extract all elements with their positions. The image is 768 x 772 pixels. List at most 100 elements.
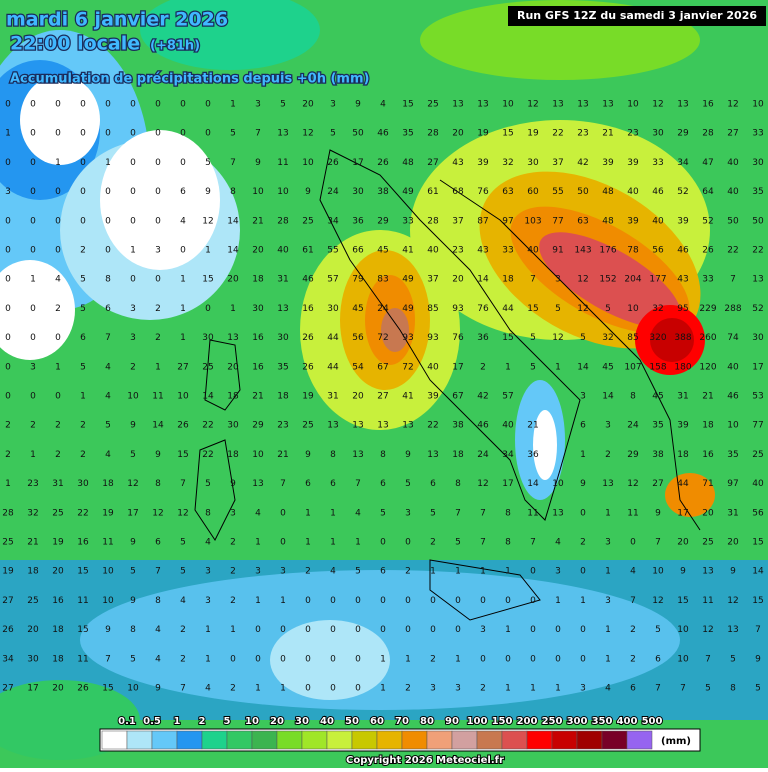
grid-value: 4 xyxy=(255,508,261,518)
grid-value: 13 xyxy=(477,100,488,110)
grid-value: 5 xyxy=(555,304,561,314)
grid-value: 9 xyxy=(655,508,661,518)
grid-value: 50 xyxy=(727,216,739,226)
grid-value: 33 xyxy=(752,129,763,139)
grid-value: 21 xyxy=(277,450,288,460)
grid-value: 2 xyxy=(55,421,61,431)
grid-value: 14 xyxy=(477,275,489,285)
legend-label: 80 xyxy=(420,716,434,727)
grid-value: 12 xyxy=(177,508,188,518)
grid-value: 176 xyxy=(599,246,616,256)
grid-value: 48 xyxy=(602,216,614,226)
grid-value: 18 xyxy=(52,625,64,635)
grid-value: 2 xyxy=(230,596,236,606)
grid-value: 39 xyxy=(627,216,639,226)
legend-swatch xyxy=(326,730,353,750)
legend-swatch xyxy=(401,730,428,750)
grid-value: 0 xyxy=(55,100,61,110)
grid-value: 56 xyxy=(352,333,364,343)
legend-label: 2 xyxy=(199,716,206,727)
grid-value: 23 xyxy=(627,129,638,139)
grid-value: 0 xyxy=(55,333,61,343)
grid-value: 7 xyxy=(530,538,536,548)
grid-value: 5 xyxy=(355,567,361,577)
grid-value: 1 xyxy=(505,567,511,577)
grid-value: 49 xyxy=(402,187,414,197)
legend-label: 350 xyxy=(592,716,613,727)
grid-value: 18 xyxy=(277,392,289,402)
grid-value: 33 xyxy=(652,158,663,168)
grid-value: 31 xyxy=(327,392,338,402)
grid-value: 12 xyxy=(652,100,663,110)
grid-value: 0 xyxy=(480,654,486,664)
grid-value: 3 xyxy=(580,392,586,402)
grid-value: 30 xyxy=(527,158,539,168)
legend-swatch xyxy=(451,730,478,750)
legend-label: 1 xyxy=(174,716,181,727)
grid-value: 40 xyxy=(727,187,739,197)
grid-value: 0 xyxy=(155,216,161,226)
grid-value: 0 xyxy=(5,100,11,110)
grid-value: 30 xyxy=(202,333,214,343)
grid-value: 2 xyxy=(80,421,86,431)
grid-value: 0 xyxy=(55,216,61,226)
grid-value: 3 xyxy=(580,684,586,694)
grid-value: 1 xyxy=(605,508,611,518)
legend-swatch xyxy=(151,730,178,750)
grid-value: 1 xyxy=(505,362,511,372)
grid-value: 8 xyxy=(455,479,461,489)
grid-value: 4 xyxy=(180,216,186,226)
grid-value: 229 xyxy=(699,304,716,314)
grid-value: 5 xyxy=(180,538,186,548)
grid-value: 45 xyxy=(602,362,613,372)
grid-value: 6 xyxy=(380,479,386,489)
grid-value: 0 xyxy=(5,333,11,343)
grid-value: 57 xyxy=(502,392,513,402)
grid-value: 37 xyxy=(452,216,463,226)
grid-value: 63 xyxy=(577,216,588,226)
grid-value: 0 xyxy=(380,625,386,635)
grid-value: 15 xyxy=(77,625,88,635)
grid-value: 1 xyxy=(5,129,11,139)
grid-value: 3 xyxy=(330,100,336,110)
legend-swatch xyxy=(301,730,328,750)
grid-value: 0 xyxy=(180,129,186,139)
grid-value: 0 xyxy=(55,129,61,139)
grid-value: 13 xyxy=(602,479,613,489)
grid-value: 40 xyxy=(427,246,439,256)
grid-value: 1 xyxy=(180,304,186,314)
grid-value: 8 xyxy=(730,684,736,694)
grid-value: 1 xyxy=(230,100,236,110)
grid-value: 0 xyxy=(205,304,211,314)
grid-value: 77 xyxy=(752,421,763,431)
grid-value: 18 xyxy=(102,479,114,489)
grid-value: 0 xyxy=(230,654,236,664)
grid-value: 120 xyxy=(699,362,716,372)
grid-value: 60 xyxy=(527,187,539,197)
grid-value: 0 xyxy=(330,625,336,635)
grid-value: 13 xyxy=(227,333,238,343)
grid-value: 0 xyxy=(55,392,61,402)
grid-value: 6 xyxy=(655,654,661,664)
grid-value: 0 xyxy=(155,158,161,168)
grid-value: 19 xyxy=(2,567,14,577)
grid-value: 5 xyxy=(80,362,86,372)
grid-value: 0 xyxy=(5,392,11,402)
grid-value: 40 xyxy=(652,216,664,226)
grid-value: 2 xyxy=(5,421,11,431)
grid-value: 3 xyxy=(280,567,286,577)
grid-value: 10 xyxy=(127,684,139,694)
grid-value: 26 xyxy=(327,158,339,168)
legend-label: 20 xyxy=(270,716,284,727)
grid-value: 18 xyxy=(252,275,264,285)
grid-value: 43 xyxy=(452,158,463,168)
grid-value: 20 xyxy=(52,567,64,577)
grid-value: 9 xyxy=(130,538,136,548)
grid-value: 2 xyxy=(305,567,311,577)
grid-value: 14 xyxy=(752,567,764,577)
grid-value: 0 xyxy=(205,129,211,139)
grid-value: 36 xyxy=(352,216,364,226)
grid-value: 0 xyxy=(55,187,61,197)
grid-value: 27 xyxy=(377,392,388,402)
grid-value: 27 xyxy=(177,362,188,372)
